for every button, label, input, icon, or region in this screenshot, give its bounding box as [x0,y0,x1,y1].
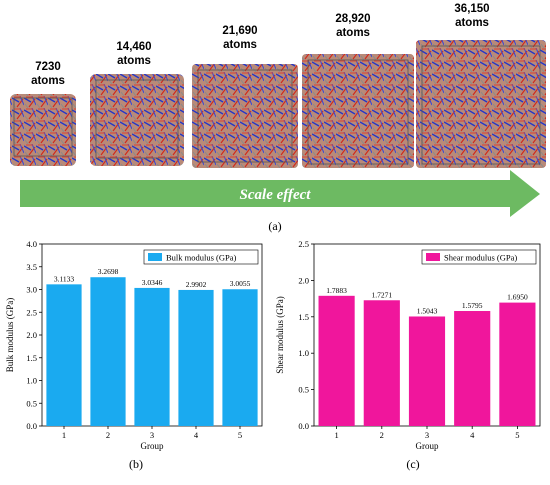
molecular-model-2 [90,74,184,166]
y-tick-label: 2.5 [298,240,309,249]
atom-count-number: 21,690 [222,25,258,37]
bar [499,302,536,426]
atom-count-number: 28,920 [335,13,371,25]
legend-swatch [426,253,440,261]
molecular-models-and-arrow: Scale effect [10,40,546,217]
x-tick-label: 4 [194,430,199,440]
y-tick-label: 4.0 [26,240,37,249]
x-axis-title: Group [416,441,439,451]
x-tick-label: 3 [150,430,154,440]
bar [408,316,446,426]
molecular-model-3 [192,64,298,168]
y-tick-label: 1.0 [298,348,309,358]
x-axis: 1 2 3 4 5 [334,426,520,440]
y-tick-label: 0.5 [26,398,37,408]
molecular-model-1 [10,94,76,166]
y-tick-label: 1.5 [298,312,309,322]
y-tick-label: 3.0 [26,285,37,295]
atom-count-label: 21,690 atoms [205,24,275,52]
bar-series: 3.1133 3.2698 3.0346 2.9902 3.0055 [46,267,258,426]
x-tick-label: 1 [62,430,66,440]
y-tick-label: 1.5 [26,353,37,363]
bar [134,287,170,426]
bar-value-label: 2.9902 [186,280,207,289]
panel-letter-c: (c) [406,457,419,471]
bar-value-label: 3.1133 [54,274,75,283]
bar [178,289,214,426]
chart-legend: Shear modulus (GPa) [421,249,537,265]
shear-modulus-chart: 0.0 0.5 1.0 1.5 2.0 2.5 1.7883 1.7271 1.5043 1.5… [275,240,541,471]
atom-count-number: 7230 [35,61,61,73]
bulk-modulus-chart: 0.0 0.5 1.0 1.5 2.0 2.5 3.0 3.5 4.0 3.1133 3.2698… [5,240,263,471]
y-axis: 0.0 0.5 1.0 1.5 2.0 2.5 3.0 3.5 4.0 [26,240,42,431]
atom-count-unit: atoms [336,27,370,39]
y-tick-label: 1.0 [26,376,37,386]
atom-count-unit: atoms [31,75,65,87]
x-axis-title: Group [141,441,164,451]
y-axis-title: Bulk modulus (GPa) [5,298,15,373]
x-tick-label: 4 [470,430,475,440]
y-tick-label: 3.5 [26,262,37,272]
bar-series: 1.7883 1.7271 1.5043 1.5795 1.6950 [318,286,536,426]
x-tick-label: 2 [106,430,110,440]
atom-count-number: 14,460 [116,41,152,53]
y-tick-label: 2.0 [298,275,309,285]
bar-value-label: 3.0055 [230,279,251,288]
legend-label: Shear modulus (GPa) [444,253,517,263]
scale-effect-arrow [20,170,540,217]
x-tick-label: 5 [515,430,519,440]
chart-legend: Bulk modulus (GPa) [143,249,259,265]
bar-value-label: 1.7883 [326,286,347,295]
scale-effect-label: Scale effect [240,187,312,203]
x-tick-label: 1 [334,430,338,440]
bar [90,277,126,426]
bar-value-label: 1.5795 [462,301,483,310]
y-tick-label: 0.5 [298,385,309,395]
atom-count-unit: atoms [223,39,257,51]
y-tick-label: 0.0 [26,421,37,431]
bar-value-label: 1.5043 [417,306,438,315]
legend-label: Bulk modulus (GPa) [166,253,237,263]
atom-count-label: 7230 atoms [13,60,83,88]
y-axis: 0.0 0.5 1.0 1.5 2.0 2.5 [298,240,314,431]
x-tick-label: 5 [238,430,242,440]
bar-value-label: 3.2698 [98,267,119,276]
x-axis: 1 2 3 4 5 [62,426,242,440]
y-tick-label: 2.0 [26,330,37,340]
scale-effect-panel: 7230 atoms 14,460 atoms 21,690 atoms 28,… [0,0,550,240]
y-tick-label: 2.5 [26,307,37,317]
bar-value-label: 1.7271 [371,290,392,299]
bar-value-label: 1.6950 [507,293,528,302]
legend-swatch [148,253,162,261]
bar [318,295,355,426]
y-tick-label: 0.0 [298,421,309,431]
atom-count-label: 36,150 atoms [437,2,507,30]
bar [454,311,491,426]
y-axis-title: Shear modulus (GPa) [275,296,285,374]
molecular-model-4 [302,54,414,168]
bar [222,289,258,426]
bar [46,284,82,426]
atom-count-unit: atoms [455,17,489,29]
atom-count-unit: atoms [117,55,151,67]
legend-box [421,249,537,265]
atom-count-label: 14,460 atoms [99,40,169,68]
panel-letter-b: (b) [129,457,143,471]
x-tick-label: 2 [380,430,384,440]
panel-letter-a: (a) [268,219,282,233]
x-tick-label: 3 [425,430,429,440]
legend-box [143,249,259,265]
molecular-model-5 [416,40,546,168]
atom-count-label: 28,920 atoms [318,12,388,40]
bar-value-label: 3.0346 [142,278,163,287]
bar [363,300,400,426]
atom-count-number: 36,150 [454,3,490,15]
